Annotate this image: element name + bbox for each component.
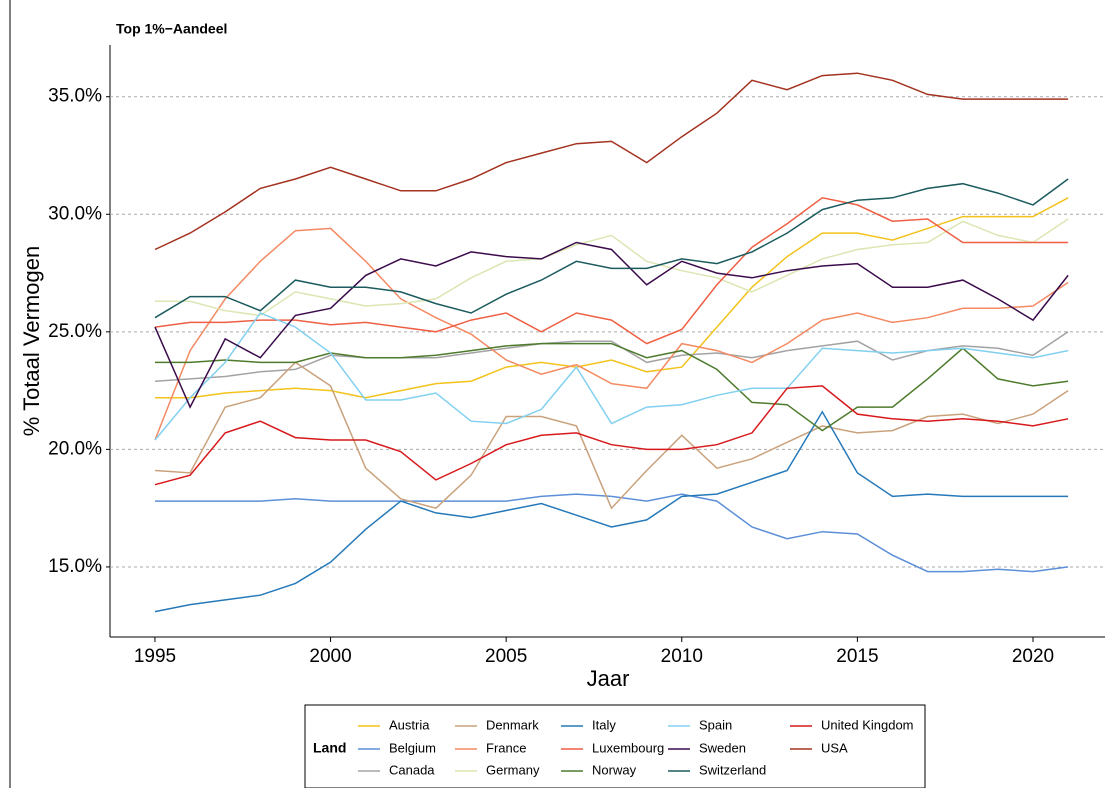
legend-label: Italy <box>592 717 616 732</box>
legend-label: France <box>486 740 526 755</box>
series-line <box>154 361 1069 510</box>
legend-label: USA <box>821 740 848 755</box>
legend-label: Switzerland <box>699 762 766 777</box>
x-tick-label: 2005 <box>485 646 527 667</box>
series-line <box>154 72 1069 251</box>
legend-label: Luxembourg <box>592 740 664 755</box>
x-tick-label: 2020 <box>1012 646 1054 667</box>
series-line <box>154 196 1069 345</box>
legend-label: United Kingdom <box>821 717 914 732</box>
series-line <box>155 342 1069 432</box>
legend-label: Norway <box>592 762 637 777</box>
legend-title: Land <box>313 740 346 756</box>
x-tick-label: 2000 <box>309 646 351 667</box>
y-tick-label: 20.0% <box>48 438 102 459</box>
y-tick-label: 15.0% <box>48 556 102 577</box>
y-tick-label: 35.0% <box>48 86 102 107</box>
series-line <box>154 410 1069 613</box>
x-tick-label: 2010 <box>661 646 703 667</box>
legend-box <box>304 704 926 788</box>
chart-title: Top 1%−Aandeel <box>116 21 227 37</box>
legend-label: Canada <box>389 762 435 777</box>
x-tick-label: 2015 <box>836 646 878 667</box>
legend-label: Sweden <box>699 740 746 755</box>
x-axis-title: Jaar <box>587 666 630 691</box>
series-line <box>154 227 1069 441</box>
series-line <box>155 218 1069 317</box>
legend-label: Spain <box>699 717 732 732</box>
y-axis-title: % Totaal Vermogen <box>19 246 44 436</box>
series-line <box>155 197 1069 399</box>
series-line <box>154 385 1069 486</box>
legend-label: Austria <box>389 717 430 732</box>
series-line <box>154 331 1069 382</box>
series-line <box>155 493 1069 573</box>
legend-label: Germany <box>486 762 540 777</box>
series-line <box>154 178 1069 319</box>
legend-label: Denmark <box>486 717 539 732</box>
x-tick-label: 1995 <box>134 646 176 667</box>
y-tick-label: 25.0% <box>48 321 102 342</box>
series-line <box>154 241 1069 409</box>
y-tick-label: 30.0% <box>48 203 102 224</box>
series-line <box>154 312 1069 441</box>
legend-label: Belgium <box>389 740 436 755</box>
